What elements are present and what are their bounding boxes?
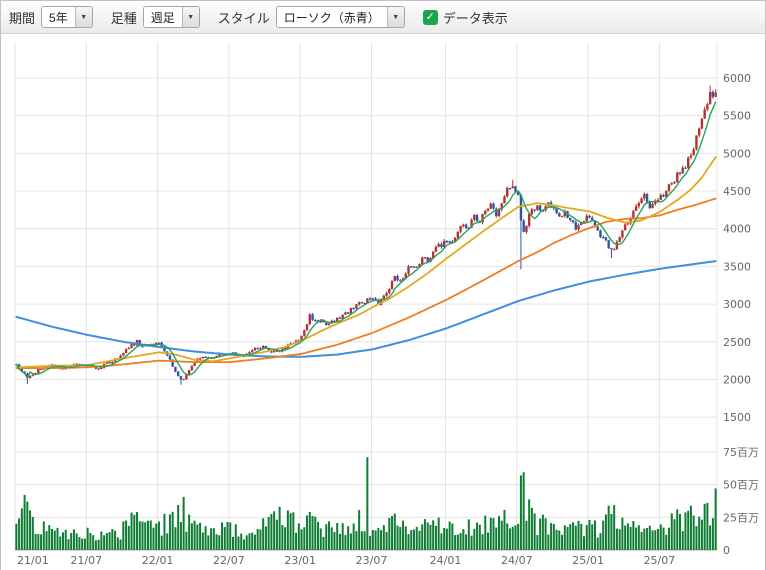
period-label: 期間 [9,10,36,26]
svg-text:50百万: 50百万 [723,479,759,492]
svg-text:24/01: 24/01 [430,554,462,567]
check-icon: ✓ [425,10,435,23]
svg-text:23/01: 23/01 [284,554,316,567]
style-select[interactable]: ローソク（赤青） ▼ [275,6,405,28]
svg-text:22/07: 22/07 [213,554,245,567]
chevron-down-icon[interactable]: ▼ [386,7,404,27]
svg-text:5000: 5000 [723,147,751,160]
chevron-down-icon[interactable]: ▼ [74,7,92,27]
data-display-label: データ表示 [442,10,508,26]
svg-text:25百万: 25百万 [723,511,759,524]
svg-text:4500: 4500 [723,185,751,198]
data-display-checkbox[interactable]: ✓ [422,9,438,25]
svg-text:2000: 2000 [723,373,751,386]
svg-text:2500: 2500 [723,336,751,349]
period-group: 期間 5年 ▼ [9,6,93,28]
bartype-value: 週足 [143,7,182,27]
svg-text:21/07: 21/07 [70,554,102,567]
svg-text:75百万: 75百万 [723,446,759,459]
svg-text:6000: 6000 [723,72,751,85]
data-display-group: ✓ データ表示 [422,8,514,27]
svg-text:0: 0 [723,544,730,557]
chevron-down-icon[interactable]: ▼ [181,7,199,27]
style-label: スタイル [217,10,270,26]
style-group: スタイル ローソク（赤青） ▼ [218,6,405,28]
svg-text:25/07: 25/07 [644,554,676,567]
chart-toolbar: 期間 5年 ▼ 足種 週足 ▼ スタイル ローソク（赤青） ▼ ✓ データ表示 [1,1,765,34]
svg-text:24/07: 24/07 [501,554,533,567]
svg-text:3500: 3500 [723,260,751,273]
period-select[interactable]: 5年 ▼ [41,6,93,28]
svg-text:21/01: 21/01 [17,554,49,567]
style-value: ローソク（赤青） [276,7,387,27]
period-value: 5年 [42,7,75,27]
bartype-label: 足種 [110,10,137,26]
candlestick-chart[interactable]: 6000 5500 5000 4500 4000 3500 3000 2500 2000 1500… [1,34,765,570]
stock-chart-panel: 6000 5500 5000 4500 4000 3500 3000 2500 2000 1500… [1,34,765,570]
svg-text:4000: 4000 [723,223,751,236]
bartype-group: 足種 週足 ▼ [111,6,200,28]
svg-text:25/01: 25/01 [572,554,604,567]
svg-text:5500: 5500 [723,110,751,123]
bartype-select[interactable]: 週足 ▼ [142,6,200,28]
svg-text:22/01: 22/01 [142,554,174,567]
svg-text:23/07: 23/07 [356,554,388,567]
svg-text:3000: 3000 [723,298,751,311]
svg-text:1500: 1500 [723,411,751,424]
